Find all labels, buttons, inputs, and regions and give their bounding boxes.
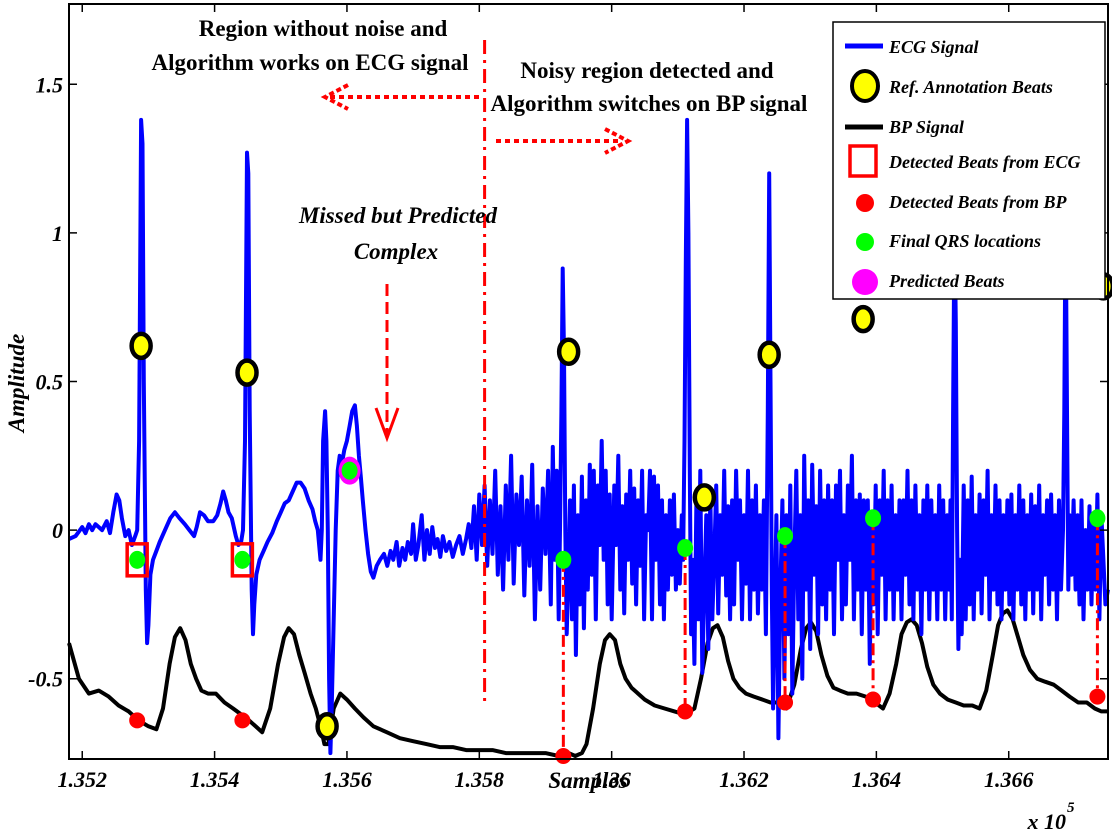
detected-beat-bp-marker [129, 712, 146, 729]
x-tick-label: 1.366 [984, 767, 1034, 792]
y-axis-title: Amplitude [4, 334, 29, 434]
final-qrs-marker [129, 550, 146, 569]
x-tick-label: 1.354 [190, 767, 240, 792]
missed-arrow-head [374, 407, 400, 443]
final-qrs-marker [555, 550, 572, 569]
right-arrow-head [604, 127, 633, 155]
ticks-layer: 1.352 1.354 1.356 1.358 1.36 1.362 1.364 1.366 -… [28, 4, 1108, 792]
final-qrs-marker [234, 550, 251, 569]
detected-beat-bp-marker [865, 691, 882, 708]
detected-beat-bp-marker [1089, 688, 1106, 705]
annotation-lines [320, 40, 1099, 757]
detected-beat-bp-marker [677, 703, 694, 720]
x-multiplier-exponent: 5 [1067, 800, 1075, 816]
legend-ref-icon [850, 69, 880, 103]
detected-beat-ecg-marker [230, 542, 255, 578]
legend-ecg-detect-icon [848, 144, 878, 178]
annotation-missed-line1: Missed but Predicted [298, 203, 498, 228]
ref-annotation-marker [235, 358, 259, 387]
detected-beat-bp-marker [555, 748, 572, 765]
legend: ECG Signal Ref. Annotation Beats BP Sign… [832, 21, 1106, 300]
y-tick-label: -0.5 [28, 667, 63, 692]
x-multiplier: x 10 [1027, 809, 1067, 834]
ref-annotation-marker [556, 337, 581, 367]
ecg-signal-line [68, 117, 1110, 756]
ref-annotation-marker [851, 304, 875, 334]
x-tick-label: 1.358 [455, 767, 505, 792]
x-tick-label: 1.362 [719, 767, 769, 792]
x-tick-label: 1.36 [592, 767, 631, 792]
detected-beat-bp-marker [777, 694, 794, 711]
x-axis-title: Samples [548, 768, 627, 793]
annotation-left-line1: Region without noise and [199, 16, 448, 41]
legend-bp-label: BP Signal [888, 117, 964, 137]
marker-layer [125, 272, 1112, 765]
final-qrs-marker [1089, 509, 1106, 528]
final-qrs-marker [677, 538, 694, 557]
x-tick-label: 1.364 [852, 767, 902, 792]
final-qrs-marker [341, 461, 358, 480]
x-tick-label: 1.352 [57, 767, 107, 792]
annotation-left-line2: Algorithm works on ECG signal [152, 50, 469, 75]
x-tick-label: 1.356 [322, 767, 372, 792]
final-qrs-marker [777, 527, 794, 546]
legend-ecg-label: ECG Signal [888, 37, 979, 57]
legend-qrs-label: Final QRS locations [888, 231, 1041, 251]
final-qrs-marker [865, 509, 882, 528]
legend-ref-label: Ref. Annotation Beats [888, 77, 1053, 97]
x-multiplier-base: x 10 [1027, 809, 1067, 834]
ref-annotation-marker [757, 340, 781, 369]
y-tick-label: 0 [52, 518, 63, 543]
legend-qrs-icon [856, 233, 874, 251]
annotation-missed-line2: Complex [354, 239, 438, 264]
ref-annotation-marker [692, 483, 717, 512]
legend-box [832, 21, 1106, 300]
annotation-right-line2: Algorithm switches on BP signal [491, 91, 808, 116]
detected-beat-bp-marker [234, 712, 251, 729]
legend-bp-detect-label: Detected Beats from BP [888, 192, 1067, 212]
legend-ecg-detect-label: Detected Beats from ECG [888, 152, 1080, 172]
legend-predicted-icon [852, 269, 878, 295]
y-tick-label: 1 [52, 221, 63, 246]
y-tick-label: 1.5 [36, 72, 64, 97]
y-tick-label: 0.5 [36, 370, 64, 395]
ref-annotation-marker [129, 331, 153, 361]
detected-beat-ecg-marker [125, 542, 149, 578]
ref-annotation-marker [315, 712, 339, 741]
legend-bp-detect-icon [856, 194, 874, 212]
annotation-right-line1: Noisy region detected and [520, 58, 773, 83]
legend-predicted-label: Predicted Beats [888, 271, 1004, 291]
left-arrow-head [320, 83, 349, 111]
